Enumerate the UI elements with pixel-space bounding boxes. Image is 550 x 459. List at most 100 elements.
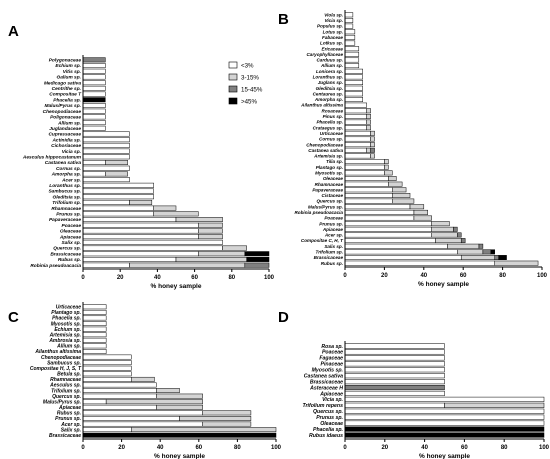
bar-segment bbox=[344, 40, 356, 46]
category-label: Myosotis sp. bbox=[315, 170, 343, 175]
bar-segment bbox=[344, 390, 445, 397]
category-label: Populus sp. bbox=[317, 24, 343, 29]
category-label: Loranthus sp. bbox=[49, 183, 81, 189]
x-tick-label: 0 bbox=[81, 275, 85, 281]
x-axis-label: % honey sample bbox=[418, 281, 469, 288]
bar-segment bbox=[344, 12, 354, 18]
category-label: Malus/Pyrus sp. bbox=[43, 399, 81, 405]
category-label: Apiaceae bbox=[59, 234, 81, 240]
category-label: Prunus sp. bbox=[55, 416, 81, 422]
chart-panel-b: B Viola sp.Vicia sp.Populus sp.Lotus sp.F… bbox=[278, 10, 548, 288]
category-label: Acer sp. bbox=[324, 233, 343, 238]
legend-label: >45% bbox=[241, 99, 257, 106]
category-label: Myosotis sp. bbox=[51, 321, 81, 327]
category-label: Salix sp. bbox=[62, 240, 81, 246]
bar-segment bbox=[82, 382, 157, 388]
category-label: Ambrosia sp. bbox=[48, 338, 81, 344]
category-label: Plantago sp. bbox=[51, 310, 81, 316]
bar-segment bbox=[344, 384, 445, 391]
category-label: Vicia sp. bbox=[322, 397, 343, 403]
bar-segment bbox=[457, 232, 462, 238]
bar-segment bbox=[82, 404, 157, 410]
category-label: Compositae C, H, T bbox=[301, 238, 344, 243]
category-label: Urticaceae bbox=[56, 305, 82, 311]
bar-segment bbox=[344, 192, 393, 198]
bar-segment bbox=[82, 199, 130, 205]
bar-segment bbox=[344, 80, 363, 86]
category-label: Cornus sp. bbox=[56, 166, 81, 172]
category-label: Pinaceae bbox=[321, 362, 344, 368]
category-label: Apiaceae bbox=[322, 227, 344, 232]
bar-segment bbox=[344, 226, 432, 232]
bar-segment bbox=[366, 125, 371, 131]
legend-swatch bbox=[228, 97, 238, 105]
bar-segment bbox=[175, 256, 247, 262]
bar-segment bbox=[370, 142, 375, 148]
bar-segment bbox=[344, 367, 445, 373]
category-label: Gleditsia sp. bbox=[52, 194, 81, 200]
bar-segment bbox=[344, 164, 385, 170]
bar-segment bbox=[344, 426, 545, 432]
bar-segment bbox=[344, 74, 363, 80]
bar-segment bbox=[82, 354, 132, 360]
bar-segment bbox=[388, 176, 397, 181]
category-label: Papaveraceae bbox=[312, 187, 343, 192]
category-label: Aesculus hippocastanum bbox=[22, 154, 82, 160]
bar-segment bbox=[82, 148, 130, 154]
bar-segment bbox=[344, 379, 445, 385]
category-label: Brassicaceae bbox=[310, 379, 343, 385]
bar-segment bbox=[498, 255, 507, 260]
category-label: Vicia sp. bbox=[62, 149, 81, 155]
category-label: Rubus sp. bbox=[321, 261, 343, 266]
x-tick-label: 40 bbox=[154, 275, 161, 281]
category-label: Poaceae bbox=[62, 223, 82, 229]
panel-letter: A bbox=[8, 23, 19, 40]
bar-segment bbox=[246, 256, 270, 262]
x-tick-label: 0 bbox=[81, 445, 85, 451]
bar-segment bbox=[409, 204, 425, 210]
bar-segment bbox=[198, 251, 246, 257]
category-label: Rosa sp. bbox=[321, 344, 343, 350]
bar-segment bbox=[384, 164, 389, 170]
category-label: Ailanthus altissima bbox=[300, 103, 343, 108]
bar-segment bbox=[392, 187, 407, 193]
category-label: Rosaceae bbox=[322, 108, 344, 113]
bar-segment bbox=[82, 304, 107, 310]
bar-segment bbox=[82, 97, 106, 103]
bar-segment bbox=[105, 171, 128, 177]
bar-segment bbox=[344, 51, 360, 57]
category-label: Trifolium repens bbox=[302, 403, 343, 409]
category-label: Compositae H, J, S, T bbox=[30, 366, 82, 372]
category-label: Sambucus sp. bbox=[48, 189, 81, 195]
bar-segment bbox=[344, 238, 436, 244]
category-label: Brassicaceae bbox=[49, 433, 81, 439]
bar-segment bbox=[82, 165, 130, 171]
category-label: Poligonaceae bbox=[50, 115, 81, 121]
category-label: Lonicera sp. bbox=[316, 69, 343, 74]
x-tick-label: 40 bbox=[420, 273, 427, 279]
category-label: Poaceae bbox=[322, 350, 343, 356]
bar-segment bbox=[344, 18, 354, 23]
bar-segment bbox=[344, 85, 363, 91]
bar-segment bbox=[82, 234, 199, 240]
bar-segment bbox=[344, 153, 371, 159]
category-label: Gleditsia sp. bbox=[316, 86, 343, 91]
bar-segment bbox=[344, 349, 445, 355]
bar-segment bbox=[82, 142, 130, 148]
bar-segment bbox=[82, 222, 199, 228]
bar-segment bbox=[129, 262, 246, 268]
bar-segment bbox=[82, 182, 154, 188]
bar-segment bbox=[82, 365, 132, 371]
category-label: Rhamnaceae bbox=[50, 377, 81, 383]
category-label: Viola sp. bbox=[324, 12, 343, 17]
category-label: Trifolium sp. bbox=[316, 249, 343, 254]
bar-segment bbox=[82, 245, 223, 251]
x-tick-label: 60 bbox=[191, 275, 198, 281]
category-label: Phacelia sp. bbox=[316, 120, 343, 125]
bar-segment bbox=[344, 29, 356, 35]
bar-segment bbox=[202, 410, 252, 416]
legend-label: <3% bbox=[241, 63, 254, 70]
bar-segment bbox=[82, 239, 223, 245]
category-label: Castanea sativa bbox=[304, 373, 343, 379]
